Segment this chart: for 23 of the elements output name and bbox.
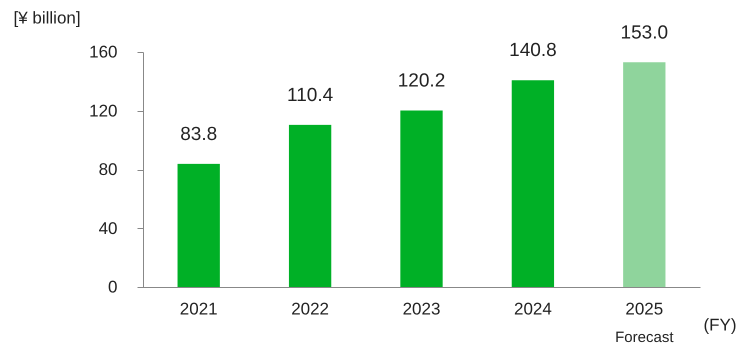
x-axis-title: (FY) [704, 316, 737, 334]
data-label: 110.4 [287, 84, 334, 106]
y-tick-label: 120 [89, 101, 118, 120]
bar [512, 80, 554, 287]
y-tick-label: 160 [89, 42, 118, 62]
y-tick-label: 80 [98, 160, 118, 179]
bar [178, 164, 220, 287]
bar [288, 124, 332, 287]
y-tick-label: 40 [98, 218, 118, 238]
x-tick-label: 2022 [291, 300, 330, 318]
text: Forecast [615, 329, 674, 346]
y-axis-title: [¥ billion] [14, 8, 81, 28]
data-label: 153.0 [620, 22, 668, 44]
x-tick-label: 2025 [625, 300, 664, 318]
data-label: 83.8 [180, 124, 218, 145]
data-label: 120.2 [398, 70, 446, 92]
x-tick-label: 2023 [402, 300, 440, 318]
y-tick-label: 0 [108, 278, 118, 296]
x-tick-label: 2024 [514, 300, 552, 318]
bar [400, 110, 443, 287]
bar [623, 62, 666, 287]
data-label: 140.8 [509, 40, 557, 62]
x-tick-label: 2021 [180, 300, 218, 318]
